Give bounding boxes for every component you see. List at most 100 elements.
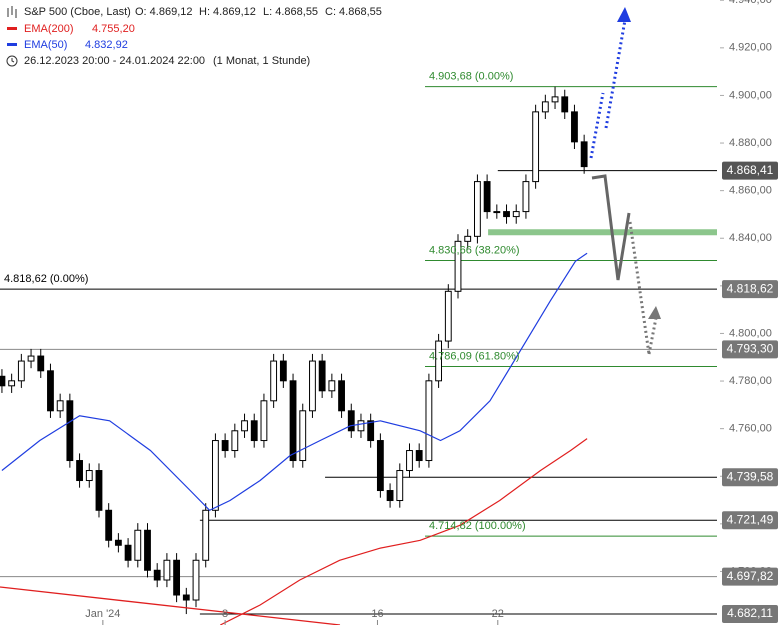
candle-body [406, 450, 413, 472]
price-box-label: 4.868,41 [727, 163, 774, 177]
period: 26.12.2023 20:00 - 24.01.2024 22:00 [24, 55, 205, 67]
candle-body [241, 420, 248, 432]
plot-layer [0, 86, 717, 625]
y-tick-label: 4.880,00 [729, 137, 772, 149]
candle-body [328, 380, 336, 392]
legend-value: 4.832,92 [85, 39, 128, 51]
candle-body [250, 420, 258, 442]
level-label: 4.830,66 (38.20%) [429, 244, 520, 256]
open-value: O: 4.869,12 [135, 6, 193, 18]
legend-value: 4.755,20 [92, 23, 135, 35]
candle-body [454, 240, 462, 292]
candle-body [435, 340, 443, 382]
candle-body [444, 290, 452, 342]
candle-body [95, 470, 103, 511]
candle-body [114, 539, 122, 546]
trend-line [0, 586, 341, 625]
candle-body [144, 529, 151, 571]
candle-body [124, 544, 132, 561]
candle-body [134, 529, 142, 561]
price-box [722, 511, 778, 530]
gray-projection [647, 317, 658, 355]
candle-body [163, 559, 171, 581]
gray-arrowhead [648, 306, 661, 319]
high-value: H: 4.869,12 [199, 6, 256, 18]
candle-body [192, 559, 200, 601]
candle-body [182, 594, 190, 601]
price-box [722, 567, 778, 586]
ema-line [1, 252, 588, 512]
candle-body [464, 235, 472, 242]
candle-body [279, 360, 287, 382]
candle-body [289, 380, 297, 462]
candle-body [415, 450, 423, 462]
y-tick-label: 4.900,00 [729, 89, 772, 101]
blue-projection [604, 19, 627, 129]
candle-body [221, 440, 229, 452]
candle-body [474, 181, 481, 237]
candle-body [522, 181, 530, 213]
legend-swatch [7, 43, 17, 46]
x-tick-label: Jan '24 [85, 608, 120, 620]
candle-body [47, 370, 54, 412]
candle-body [212, 440, 219, 511]
symbol-title: S&P 500 (Cboe, Last) [24, 6, 131, 18]
low-value: L: 4.868,55 [263, 6, 318, 18]
candle-body [571, 111, 578, 143]
candle-body [580, 141, 588, 168]
legend-swatch [7, 27, 17, 30]
candle-body [318, 360, 326, 392]
candle-body [76, 460, 83, 482]
x-tick-label: 22 [492, 608, 504, 620]
x-tick-label: 16 [371, 608, 383, 620]
price-box-label: 4.721,49 [727, 512, 774, 526]
legend-label: EMA(200) [24, 23, 74, 35]
ema-line [220, 438, 588, 625]
candle-body [367, 420, 375, 442]
candle-body [85, 470, 93, 482]
price-box-label: 4.818,62 [727, 281, 774, 295]
gray-projection [591, 174, 631, 281]
y-tick-label: 4.780,00 [729, 375, 772, 387]
price-box-label: 4.793,30 [727, 342, 774, 356]
candle-body [66, 400, 74, 462]
symbol-icon [7, 6, 17, 18]
interval: (1 Monat, 1 Stunde) [213, 55, 310, 67]
level-label: 4.818,62 (0.00%) [4, 273, 88, 285]
candle-body [376, 440, 384, 492]
candle-body [105, 509, 113, 541]
price-box-label: 4.697,82 [727, 569, 774, 583]
level-label: 4.714,82 (100.00%) [429, 520, 526, 532]
y-tick-label: 4.860,00 [729, 185, 772, 197]
price-box-label: 4.682,11 [727, 606, 773, 620]
y-tick-label: 4.940,00 [729, 0, 772, 6]
candle-body [173, 559, 181, 596]
header: S&P 500 (Cboe, Last) O: 4.869,12 H: 4.86… [6, 6, 382, 67]
y-tick-label: 4.800,00 [729, 327, 772, 339]
price-box-label: 4.739,58 [727, 469, 774, 483]
candle-body [551, 96, 559, 103]
candle-body [493, 211, 501, 214]
candle-body [357, 420, 365, 432]
candle-body [17, 360, 25, 382]
candle-body [483, 181, 491, 213]
candle-body [425, 380, 433, 462]
x-tick-label: 8 [222, 608, 228, 620]
projection-arrows [0, 7, 661, 625]
level-label: 4.903,68 (0.00%) [429, 71, 513, 83]
candle-body [231, 430, 239, 452]
candle-body [386, 490, 394, 502]
clock-icon [11, 58, 15, 63]
price-box [722, 161, 778, 180]
candle-body [347, 410, 355, 432]
candle-body [532, 111, 540, 183]
candle-body [0, 375, 6, 387]
candle-body [202, 509, 210, 561]
candle-body [503, 211, 510, 218]
candle-body [270, 360, 278, 402]
candle-body [56, 400, 64, 412]
candle-body [561, 96, 569, 113]
candle-body [512, 211, 520, 218]
